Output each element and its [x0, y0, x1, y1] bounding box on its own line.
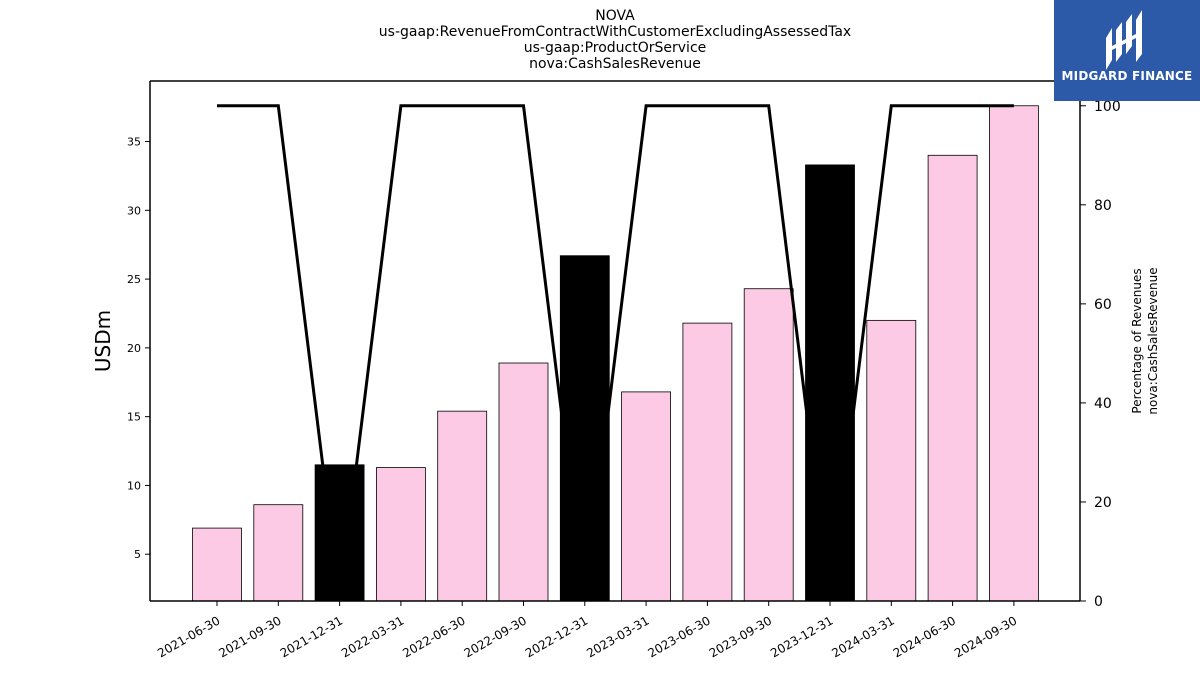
x-tick-label-2023-09-30: 2023-09-30	[707, 613, 774, 660]
y2-axis-label-line-1: Percentage of Revenues	[1130, 268, 1144, 413]
y-tick-label-5: 5	[134, 548, 141, 561]
chart-subtitle-concept: us-gaap:RevenueFromContractWithCustomerE…	[378, 24, 852, 40]
bar-2022-12-31	[559, 255, 610, 602]
x-tick-label-2022-06-30: 2022-06-30	[400, 613, 467, 660]
y-tick-label-20: 20	[127, 342, 141, 355]
y-tick-label-25: 25	[127, 273, 141, 286]
bar-2022-06-30	[437, 410, 488, 602]
logo-text: MIDGARD FINANCE	[1061, 69, 1193, 83]
x-tick-label-2022-09-30: 2022-09-30	[462, 613, 529, 660]
y2-tick-label-0: 0	[1094, 594, 1103, 610]
bar-2021-12-31	[314, 464, 365, 602]
chart-title: NOVA	[595, 8, 635, 24]
x-tick-label-2023-12-31: 2023-12-31	[768, 613, 835, 660]
y-tick-label-10: 10	[127, 479, 141, 492]
y2-tick-label-60: 60	[1094, 297, 1112, 313]
bar-2023-03-31	[621, 391, 671, 602]
y2-tick-label-20: 20	[1094, 495, 1112, 511]
x-tick-label-2023-03-31: 2023-03-31	[584, 613, 651, 660]
y2-tick-label-100: 100	[1094, 99, 1121, 115]
bar-2023-06-30	[682, 322, 733, 602]
bar-2023-12-31	[805, 164, 855, 602]
x-tick-label-2022-03-31: 2022-03-31	[339, 613, 406, 660]
x-tick-label-2024-09-30: 2024-09-30	[952, 613, 1019, 660]
brand-logo: MIDGARD FINANCE	[1054, 0, 1200, 101]
percentage-line	[217, 104, 1014, 602]
bar-2022-03-31	[375, 467, 426, 602]
bar-2021-06-30	[192, 527, 242, 602]
chart-subtitle-axis: us-gaap:ProductOrService	[523, 40, 707, 56]
y2-tick-label-40: 40	[1094, 396, 1112, 412]
x-tick-label-2023-06-30: 2023-06-30	[645, 613, 712, 660]
y-tick-label-15: 15	[127, 411, 141, 424]
chart-subtitle-member: nova:CashSalesRevenue	[529, 56, 701, 72]
x-tick-label-2021-09-30: 2021-09-30	[216, 613, 283, 660]
y2-tick-label-80: 80	[1094, 198, 1112, 214]
y-axis-label: USDm	[91, 310, 115, 372]
bar-2022-09-30	[498, 362, 549, 602]
x-tick-label-2024-03-31: 2024-03-31	[829, 613, 896, 660]
bar-2024-06-30	[927, 154, 978, 602]
y-tick-label-35: 35	[127, 136, 141, 149]
logo-mark-icon	[1106, 10, 1142, 70]
x-tick-label-2024-06-30: 2024-06-30	[891, 613, 958, 660]
x-tick-label-2021-06-30: 2021-06-30	[155, 613, 222, 660]
bar-2024-09-30	[989, 105, 1039, 602]
y2-axis-label-line-2: nova:CashSalesRevenue	[1146, 267, 1160, 414]
bar-2023-09-30	[743, 288, 794, 602]
bar-2024-03-31	[866, 319, 917, 602]
x-tick-label-2022-12-31: 2022-12-31	[523, 613, 590, 660]
y-tick-label-30: 30	[127, 204, 141, 217]
x-tick-label-2021-12-31: 2021-12-31	[278, 613, 345, 660]
bar-2021-09-30	[253, 504, 304, 602]
